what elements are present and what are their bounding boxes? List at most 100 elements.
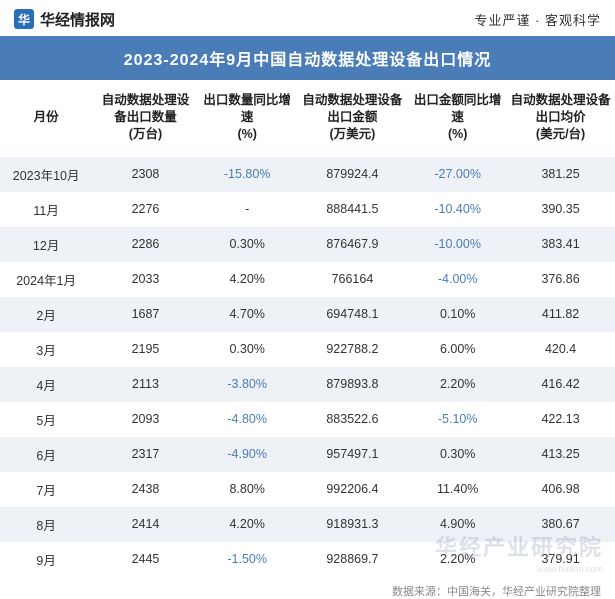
cell-qty: 2113: [92, 367, 198, 402]
cell-amount: 694748.1: [296, 297, 410, 332]
brand-text: 华经情报网: [40, 9, 115, 30]
col-header-avg: 自动数据处理设备出口均价(美元/台): [506, 80, 615, 157]
cell-avg: 383.41: [506, 227, 615, 262]
brand-logo-icon: 华: [14, 9, 34, 29]
cell-qty-growth: 4.70%: [199, 297, 296, 332]
cell-amt-growth: -10.40%: [409, 192, 506, 227]
cell-month: 8月: [0, 507, 92, 542]
cell-amount: 992206.4: [296, 472, 410, 507]
cell-qty: 2286: [92, 227, 198, 262]
cell-avg: 411.82: [506, 297, 615, 332]
cell-avg: 390.35: [506, 192, 615, 227]
cell-month: 6月: [0, 437, 92, 472]
cell-amt-growth: -27.00%: [409, 157, 506, 192]
cell-qty: 2093: [92, 402, 198, 437]
cell-qty: 2195: [92, 332, 198, 367]
cell-qty: 2438: [92, 472, 198, 507]
cell-qty-growth: -15.80%: [199, 157, 296, 192]
cell-month: 5月: [0, 402, 92, 437]
table-row: 2月16874.70%694748.10.10%411.82: [0, 297, 615, 332]
cell-amt-growth: 11.40%: [409, 472, 506, 507]
cell-amt-growth: -5.10%: [409, 402, 506, 437]
cell-amount: 879893.8: [296, 367, 410, 402]
cell-avg: 413.25: [506, 437, 615, 472]
cell-qty: 2033: [92, 262, 198, 297]
cell-qty-growth: -: [199, 192, 296, 227]
cell-amount: 928869.7: [296, 542, 410, 577]
table-row: 6月2317-4.90%957497.10.30%413.25: [0, 437, 615, 472]
table-row: 2023年10月2308-15.80%879924.4-27.00%381.25: [0, 157, 615, 192]
cell-amt-growth: -10.00%: [409, 227, 506, 262]
col-header-amt-growth: 出口金额同比增速(%): [409, 80, 506, 157]
cell-qty: 2317: [92, 437, 198, 472]
data-table-wrap: 月份 自动数据处理设备出口数量(万台) 出口数量同比增速(%) 自动数据处理设备…: [0, 80, 615, 577]
cell-qty-growth: 0.30%: [199, 332, 296, 367]
cell-avg: 376.86: [506, 262, 615, 297]
table-title: 2023-2024年9月中国自动数据处理设备出口情况: [0, 36, 615, 80]
cell-qty-growth: 4.20%: [199, 262, 296, 297]
cell-qty: 2276: [92, 192, 198, 227]
cell-amt-growth: 2.20%: [409, 542, 506, 577]
cell-amt-growth: 6.00%: [409, 332, 506, 367]
cell-qty: 2445: [92, 542, 198, 577]
cell-month: 3月: [0, 332, 92, 367]
cell-avg: 379.91: [506, 542, 615, 577]
table-row: 2024年1月20334.20%766164-4.00%376.86: [0, 262, 615, 297]
cell-amt-growth: -4.00%: [409, 262, 506, 297]
cell-amt-growth: 2.20%: [409, 367, 506, 402]
cell-month: 4月: [0, 367, 92, 402]
table-row: 5月2093-4.80%883522.6-5.10%422.13: [0, 402, 615, 437]
col-header-month: 月份: [0, 80, 92, 157]
cell-avg: 381.25: [506, 157, 615, 192]
cell-amount: 876467.9: [296, 227, 410, 262]
cell-qty-growth: -1.50%: [199, 542, 296, 577]
data-table: 月份 自动数据处理设备出口数量(万台) 出口数量同比增速(%) 自动数据处理设备…: [0, 80, 615, 577]
cell-avg: 420.4: [506, 332, 615, 367]
cell-qty-growth: 8.80%: [199, 472, 296, 507]
cell-month: 9月: [0, 542, 92, 577]
cell-avg: 380.67: [506, 507, 615, 542]
table-row: 11月2276-888441.5-10.40%390.35: [0, 192, 615, 227]
cell-month: 11月: [0, 192, 92, 227]
cell-avg: 416.42: [506, 367, 615, 402]
cell-qty: 2308: [92, 157, 198, 192]
cell-month: 7月: [0, 472, 92, 507]
cell-qty-growth: 0.30%: [199, 227, 296, 262]
cell-amount: 883522.6: [296, 402, 410, 437]
table-row: 9月2445-1.50%928869.72.20%379.91: [0, 542, 615, 577]
table-row: 4月2113-3.80%879893.82.20%416.42: [0, 367, 615, 402]
cell-qty-growth: -4.80%: [199, 402, 296, 437]
brand: 华 华经情报网: [14, 9, 115, 30]
header-row: 月份 自动数据处理设备出口数量(万台) 出口数量同比增速(%) 自动数据处理设备…: [0, 80, 615, 157]
header-bar: 华 华经情报网 专业严谨 · 客观科学: [0, 0, 615, 36]
cell-month: 12月: [0, 227, 92, 262]
table-row: 7月24388.80%992206.411.40%406.98: [0, 472, 615, 507]
cell-qty: 1687: [92, 297, 198, 332]
cell-avg: 422.13: [506, 402, 615, 437]
table-row: 12月22860.30%876467.9-10.00%383.41: [0, 227, 615, 262]
col-header-qty: 自动数据处理设备出口数量(万台): [92, 80, 198, 157]
cell-amount: 922788.2: [296, 332, 410, 367]
cell-amount: 957497.1: [296, 437, 410, 472]
cell-amt-growth: 4.90%: [409, 507, 506, 542]
table-body: 2023年10月2308-15.80%879924.4-27.00%381.25…: [0, 157, 615, 577]
cell-qty-growth: 4.20%: [199, 507, 296, 542]
cell-qty-growth: -3.80%: [199, 367, 296, 402]
cell-amt-growth: 0.10%: [409, 297, 506, 332]
col-header-amount: 自动数据处理设备出口金额(万美元): [296, 80, 410, 157]
table-row: 3月21950.30%922788.26.00%420.4: [0, 332, 615, 367]
cell-month: 2月: [0, 297, 92, 332]
cell-amt-growth: 0.30%: [409, 437, 506, 472]
cell-qty: 2414: [92, 507, 198, 542]
cell-qty-growth: -4.90%: [199, 437, 296, 472]
cell-amount: 918931.3: [296, 507, 410, 542]
cell-amount: 879924.4: [296, 157, 410, 192]
cell-avg: 406.98: [506, 472, 615, 507]
slogan-text: 专业严谨 · 客观科学: [474, 10, 601, 29]
cell-month: 2023年10月: [0, 157, 92, 192]
cell-month: 2024年1月: [0, 262, 92, 297]
cell-amount: 888441.5: [296, 192, 410, 227]
table-row: 8月24144.20%918931.34.90%380.67: [0, 507, 615, 542]
col-header-qty-growth: 出口数量同比增速(%): [199, 80, 296, 157]
cell-amount: 766164: [296, 262, 410, 297]
